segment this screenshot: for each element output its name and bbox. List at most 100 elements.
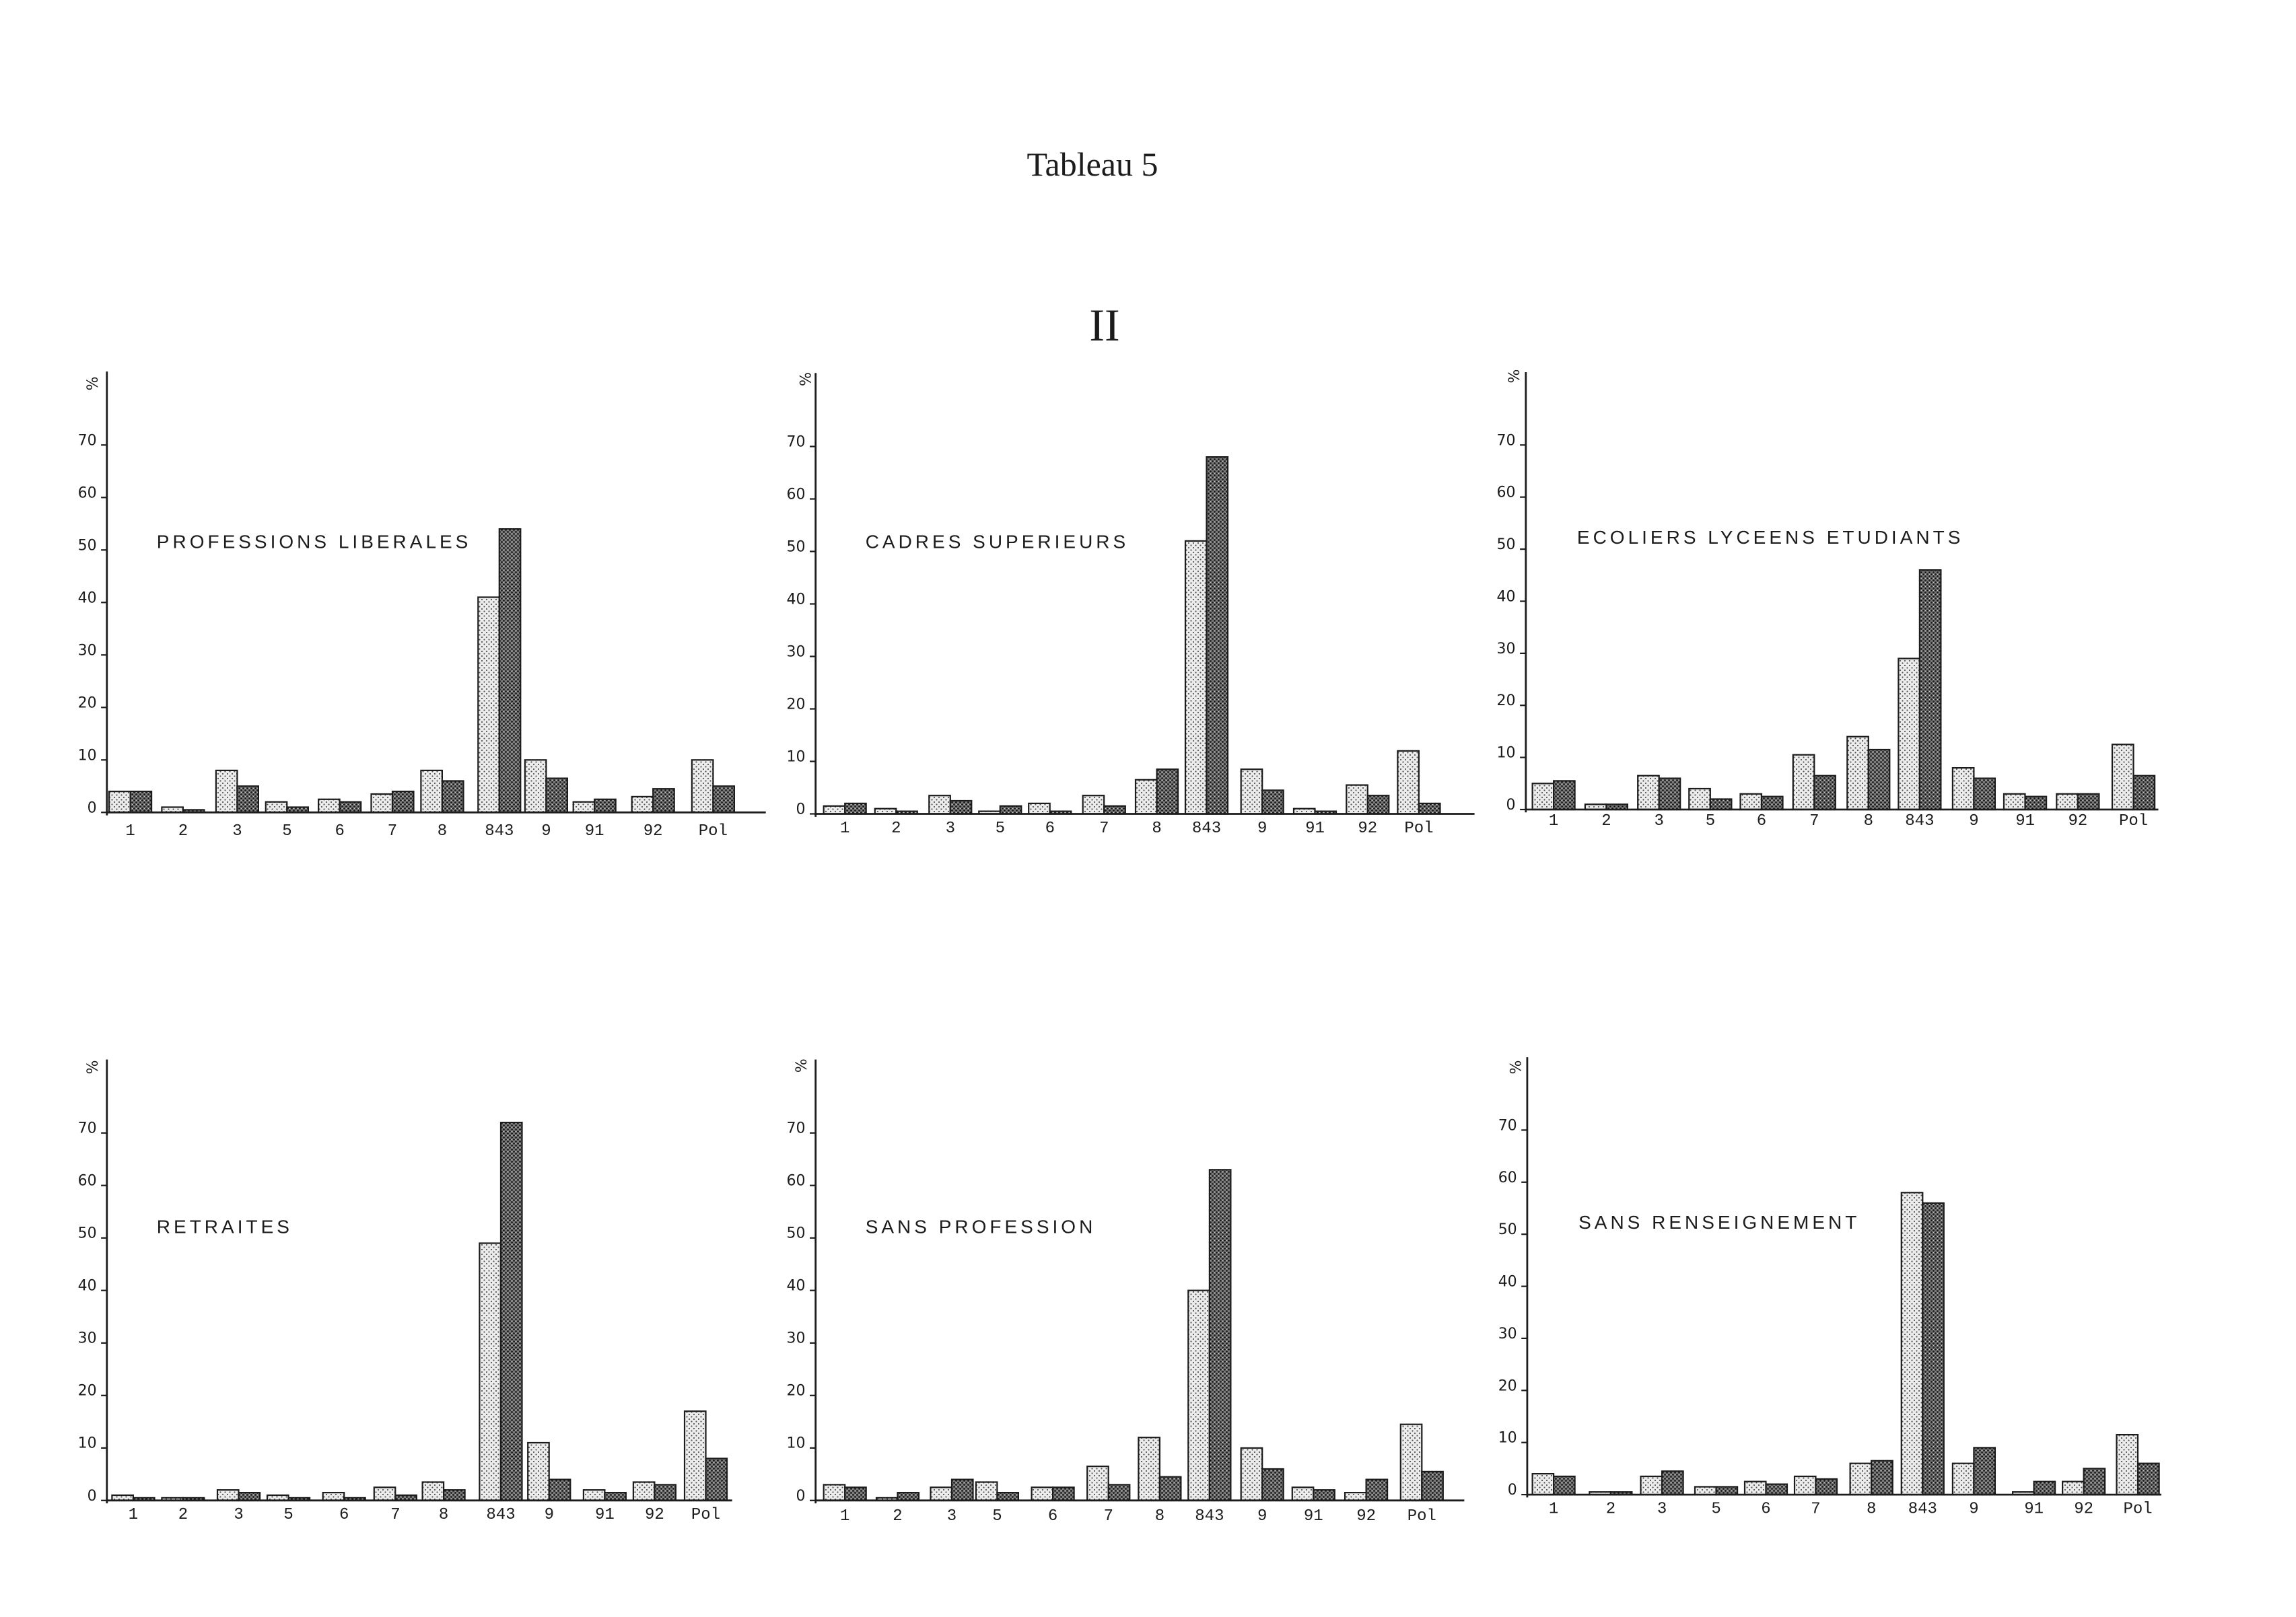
bar-chart3-cat-7-series1: [1792, 754, 1815, 810]
y-tick-label: 30: [78, 1330, 97, 1347]
category-label: 843: [1195, 1507, 1224, 1525]
category-label: Pol: [1407, 1507, 1436, 1525]
bar-chart5-cat-5-series2: [996, 1492, 1020, 1501]
bar-chart3-cat-5-series2: [1709, 798, 1733, 811]
category-label: 843: [1908, 1500, 1937, 1518]
y-axis-label: %: [82, 1060, 99, 1074]
bar-chart4-cat-3-series1: [216, 1489, 240, 1501]
category-label: 5: [282, 822, 291, 840]
y-tick-label: 70: [787, 1120, 806, 1137]
category-label: 3: [1654, 812, 1663, 830]
bar-chart5-cat-2-series2: [897, 1492, 920, 1501]
bar-chart6-cat-7-series2: [1815, 1478, 1838, 1496]
bar-chart4-cat-91-series1: [582, 1489, 606, 1501]
bar-chart3-cat-9-series1: [1951, 766, 1975, 811]
bar-chart5-cat-1-series1: [823, 1484, 846, 1501]
bar-chart3-cat-91-series2: [2024, 795, 2048, 811]
category-label: 92: [1356, 1507, 1376, 1525]
bar-chart5-cat-pol-series1: [1399, 1423, 1423, 1501]
bar-chart4-cat-pol-series2: [705, 1458, 728, 1501]
category-label: 3: [1657, 1500, 1667, 1518]
y-tick-label: 10: [1497, 745, 1516, 762]
bar-chart5-cat-91-series1: [1291, 1486, 1315, 1501]
bar-chart5-cat-6-series1: [1031, 1486, 1054, 1501]
category-label: 5: [992, 1507, 1002, 1525]
bar-chart3-cat-8-series1: [1846, 735, 1869, 811]
bar-chart6-cat-1-series2: [1553, 1475, 1576, 1496]
category-label: 91: [2024, 1500, 2044, 1518]
category-label: 2: [178, 822, 188, 840]
bar-chart5-cat-7-series1: [1086, 1466, 1109, 1501]
category-label: 1: [1549, 812, 1558, 830]
category-label: 8: [1155, 1507, 1164, 1525]
bar-chart5-cat-3-series2: [950, 1478, 974, 1501]
y-tick-label: 40: [78, 1278, 97, 1295]
category-label: 6: [1761, 1500, 1770, 1518]
category-label: Pol: [699, 822, 728, 840]
bar-chart4-cat-92-series2: [654, 1484, 677, 1501]
category-label: 9: [1257, 820, 1267, 838]
category-label: 7: [1811, 1500, 1820, 1518]
bar-chart1-cat-1-series2: [129, 790, 153, 814]
bar-chart2-cat-8-series1: [1134, 779, 1158, 815]
y-tick-label: 50: [787, 1225, 806, 1242]
y-tick-label: 50: [1497, 536, 1516, 553]
bar-chart6-cat-6-series2: [1765, 1483, 1788, 1496]
category-label: 92: [1358, 820, 1377, 838]
y-tick-label: 50: [78, 537, 97, 554]
y-tick-label: 60: [787, 1173, 806, 1190]
bar-chart4-cat-9-series1: [527, 1441, 550, 1501]
category-label: 92: [643, 822, 663, 840]
bar-chart6-cat-pol-series1: [2116, 1434, 2139, 1496]
y-tick-label: 20: [1497, 692, 1516, 709]
chart-panel-6: 0 10 20 30 40 50 60 70% 1 2 3 5 6 7 8 843 9 91 92 Pol SANS R…: [1498, 1057, 2161, 1518]
bar-chart2-cat-3-series2: [949, 799, 973, 815]
chart-panel-2: 0 10 20 30 40 50 60 70% 1 2 3 5 6 7 8 843 9 91 92 Pol CADRES…: [787, 372, 1475, 838]
category-label: 5: [996, 820, 1005, 838]
y-tick-label: 50: [787, 538, 806, 555]
category-label: 6: [335, 822, 344, 840]
y-tick-label: 40: [787, 591, 806, 608]
y-tick-label: 70: [78, 432, 97, 449]
category-label: 1: [125, 822, 135, 840]
category-label: 9: [541, 822, 551, 840]
y-tick-label: 40: [1498, 1274, 1517, 1291]
bar-chart6-cat-3-series2: [1661, 1470, 1684, 1496]
category-label: 9: [1969, 1500, 1978, 1518]
section-number: II: [1089, 299, 1119, 351]
category-label: 5: [1711, 1500, 1720, 1518]
bar-chart5-cat-1-series2: [844, 1486, 867, 1501]
category-label: 92: [2068, 812, 2087, 830]
bar-chart6-cat-1-series1: [1531, 1473, 1555, 1496]
y-tick-label: 10: [1498, 1430, 1517, 1447]
y-tick-label: 30: [787, 644, 806, 661]
bar-chart3-cat-3-series1: [1637, 775, 1660, 811]
y-tick-label: 70: [1498, 1117, 1517, 1134]
category-label: 6: [1757, 812, 1766, 830]
bar-chart3-cat-91-series1: [2003, 793, 2026, 811]
y-tick-label: 50: [1498, 1221, 1517, 1238]
chart-panel-5: 0 10 20 30 40 50 60 70% 1 2 3 5 6 7 8 843 9 91 92 Pol SANS P…: [787, 1058, 1465, 1525]
chart-panel-3: 0 10 20 30 40 50 60 70% 1 2 3 5 6 7 8 843 9 91 92 Pol ECOLIE…: [1497, 369, 2159, 830]
category-label: 1: [840, 820, 849, 838]
bar-chart1-cat-92-series1: [631, 795, 654, 814]
bar-chart4-cat-8-series1: [421, 1481, 445, 1501]
y-tick-label: 20: [1498, 1377, 1517, 1394]
bar-chart4-cat-843-series2: [499, 1121, 523, 1501]
category-label: 3: [232, 822, 242, 840]
y-tick-label: 0: [796, 1488, 806, 1505]
bar-chart6-cat-843-series2: [1922, 1202, 1945, 1496]
y-axis-label: %: [791, 1058, 808, 1073]
y-tick-label: 50: [78, 1225, 97, 1242]
category-label: 2: [178, 1506, 188, 1524]
category-label: 1: [840, 1507, 849, 1525]
bar-chart3-cat-1-series1: [1531, 783, 1555, 811]
category-label: 2: [893, 1507, 902, 1525]
category-label: 5: [1706, 812, 1715, 830]
category-label: 1: [1549, 1500, 1558, 1518]
bar-chart6-cat-843-series1: [1900, 1192, 1924, 1496]
bar-chart2-cat-843-series1: [1184, 540, 1208, 815]
bar-chart3-cat-92-series1: [2056, 793, 2079, 811]
bar-chart2-cat-1-series2: [844, 802, 867, 815]
bar-chart1-cat-7-series2: [391, 790, 415, 814]
